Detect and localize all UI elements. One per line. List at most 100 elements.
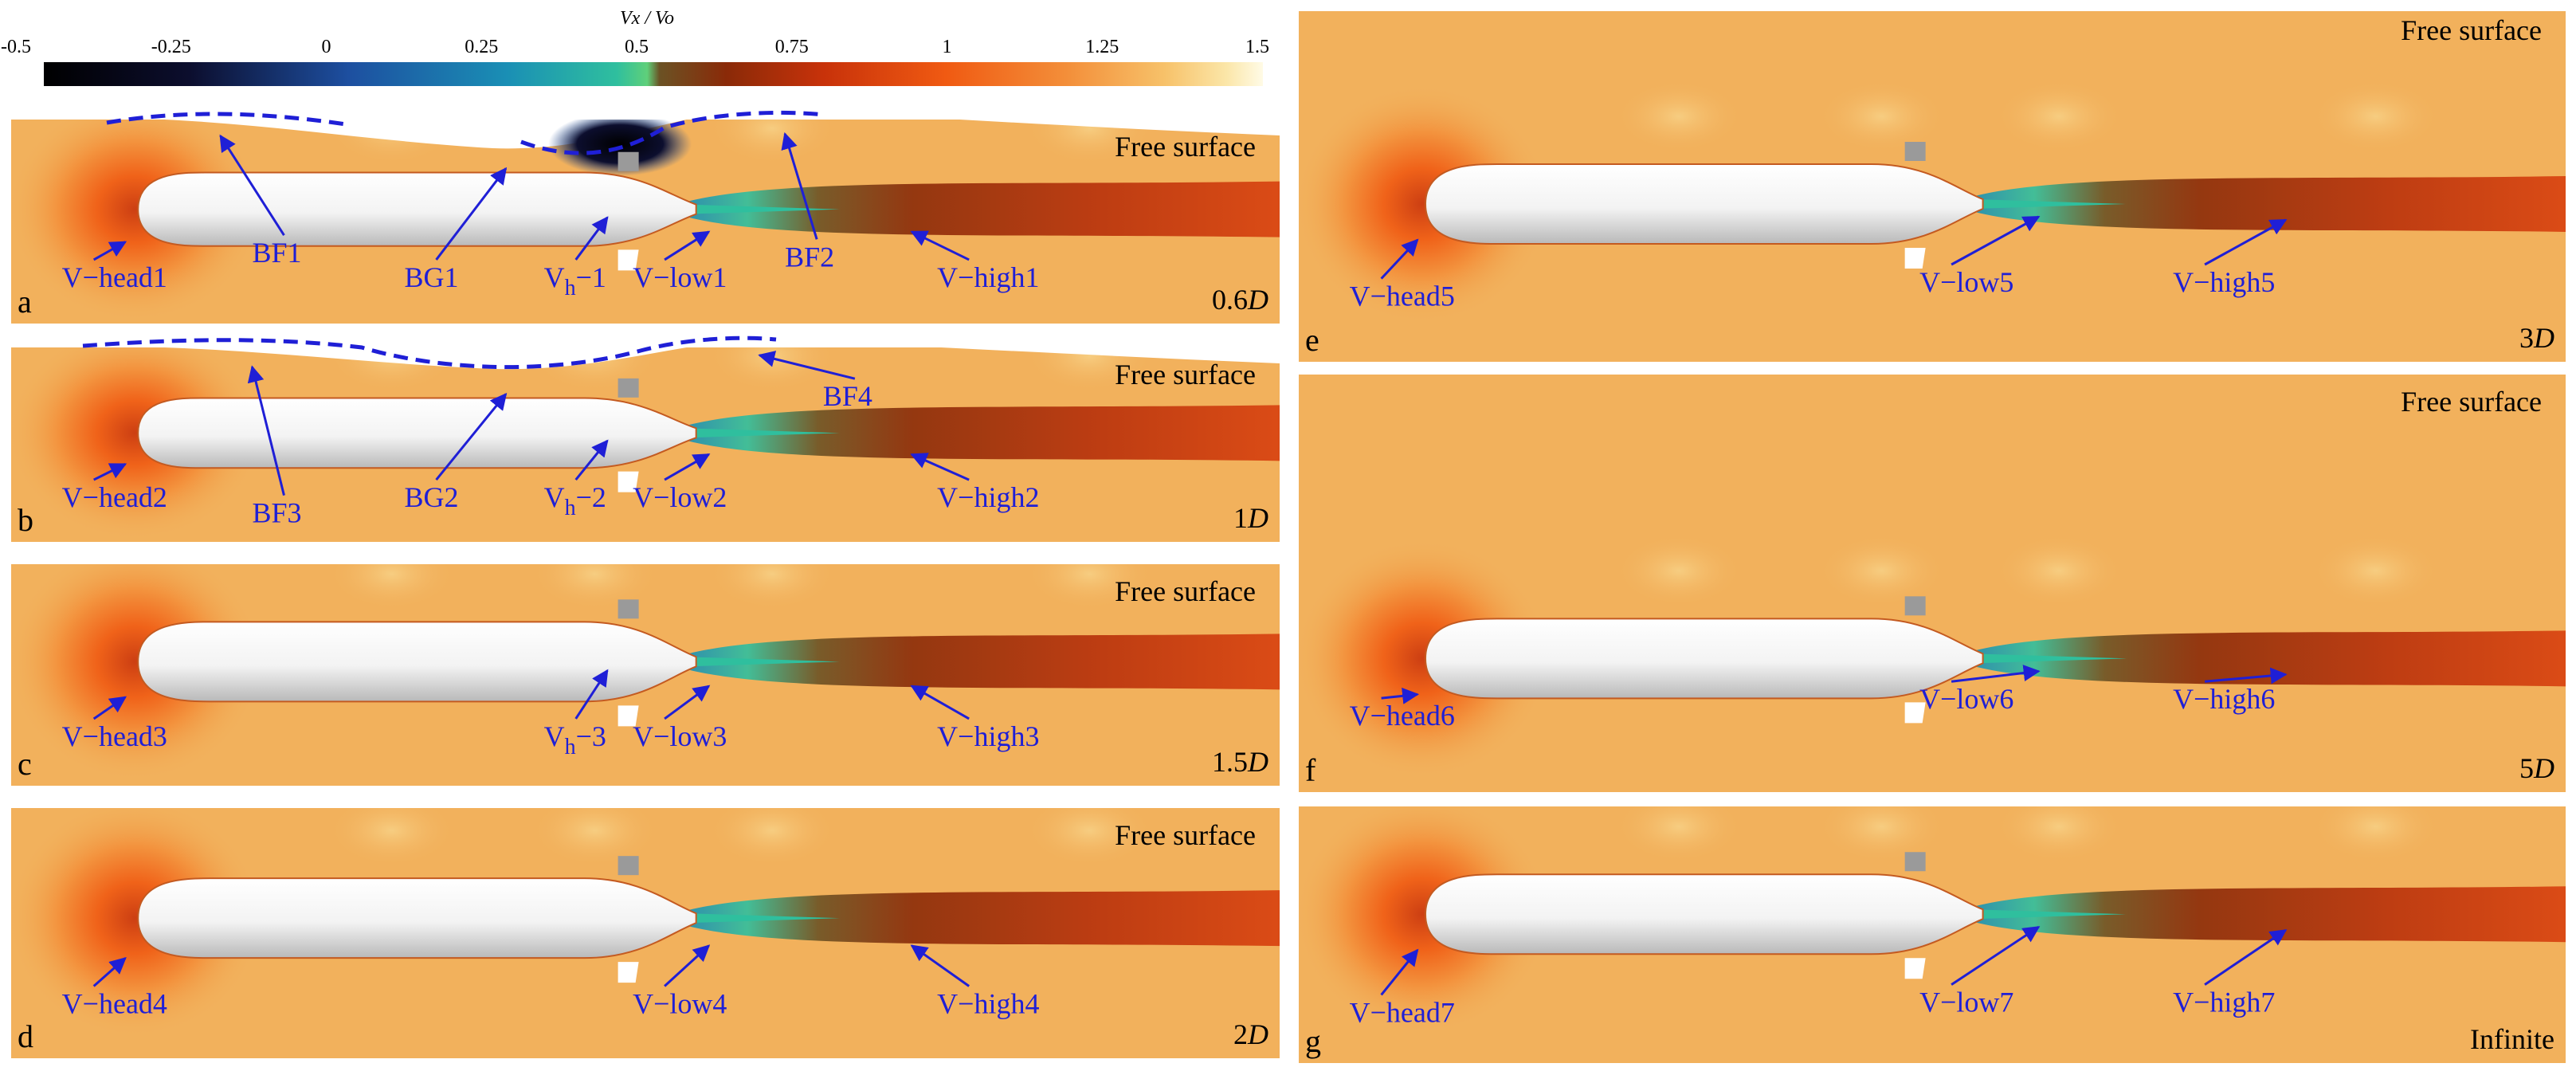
wake-region	[688, 181, 1280, 237]
annotation: V−head1	[62, 241, 167, 293]
wake-region	[688, 890, 1280, 947]
fin-bottom	[618, 471, 639, 492]
fin-top	[1904, 142, 1926, 161]
velocity-field	[1299, 375, 2566, 792]
annotation-label: V−head6	[1350, 700, 1455, 732]
annotation: V−high4	[910, 944, 1039, 1019]
annotation: V−head7	[1350, 948, 1455, 1028]
annotation-label: V−high7	[2173, 987, 2275, 1018]
annotation-arrow	[1951, 215, 2041, 266]
annotation-label: BG1	[405, 261, 459, 293]
free-surface-gap	[11, 347, 1280, 370]
panel-f: f 5D Free surface V−head6 V−low6 V−high6	[1299, 375, 2566, 792]
annotation-label: V−high3	[937, 720, 1039, 752]
colorbar-tick-label: 0.75	[775, 37, 809, 57]
free-surface-gap	[11, 120, 1280, 149]
annotation: V−high1	[910, 230, 1039, 293]
fin-bottom	[618, 962, 639, 983]
annotation-arrow	[574, 439, 609, 481]
panel-a: a 0.6D Free surface V−head1 BF1 BG1 Vh−1 V−low1…	[11, 110, 1280, 324]
annotation-label: V−head7	[1350, 996, 1455, 1028]
annotation-label: V−low3	[633, 720, 727, 752]
annotation: V−low1	[633, 230, 727, 293]
fin-bottom	[1904, 248, 1926, 269]
hull	[137, 151, 697, 271]
low-velocity-core	[1974, 909, 2127, 920]
low-velocity-core	[688, 657, 840, 667]
annotation-label: Vh−2	[544, 481, 606, 520]
low-velocity-core	[688, 913, 840, 924]
fin-top	[618, 378, 639, 398]
annotation: BG1	[405, 167, 508, 293]
annotation-arrow	[1381, 687, 1420, 704]
low-velocity-core	[1974, 653, 2127, 664]
low-velocity-core	[688, 428, 840, 438]
wake-region	[688, 405, 1280, 461]
annotation-arrow	[664, 685, 711, 720]
annotation-label: V−low2	[633, 481, 727, 513]
annotation-label: V−low6	[1919, 683, 2013, 715]
annotation: V−low2	[633, 453, 727, 513]
annotation: V−head6	[1350, 687, 1455, 732]
annotation: BG2	[405, 392, 508, 513]
annotation: V−low4	[633, 944, 727, 1019]
annotation-arrow	[664, 944, 711, 987]
colorbar-tick-label: 0.5	[625, 37, 649, 57]
annotation-arrow	[2204, 218, 2288, 266]
colorbar-tick-label: -0.5	[1, 37, 31, 57]
colorbar-tick-label: 1.25	[1085, 37, 1119, 57]
panel-letter: c	[18, 746, 32, 782]
fin-bottom	[618, 249, 639, 271]
annotation-arrow	[435, 167, 508, 261]
colorbar-tick-labels: -0.5 -0.25 0 0.25 0.5 0.75 1 1.25 1.5	[1, 37, 1269, 57]
annotation: Vh−1	[544, 216, 609, 300]
annotation-label: BF1	[252, 237, 301, 269]
free-surface-label: Free surface	[1115, 819, 1256, 851]
panel-letter: e	[1305, 322, 1319, 358]
hull	[137, 599, 697, 727]
depth-label: 0.6D	[1212, 284, 1268, 316]
annotation-arrow	[92, 241, 127, 261]
annotation-arrow	[1380, 238, 1419, 280]
annotation: V−low7	[1919, 925, 2041, 1018]
annotation: V−high3	[910, 685, 1039, 752]
depth-label: Infinite	[2470, 1023, 2554, 1055]
annotation-arrow	[664, 230, 711, 261]
annotation-arrow	[435, 392, 508, 481]
depth-label: 2D	[1233, 1018, 1268, 1050]
depth-label: 1D	[1233, 502, 1268, 534]
fin-bottom	[618, 705, 639, 727]
wake-region	[1974, 886, 2566, 943]
annotation: BF1	[219, 134, 302, 269]
annotation: V−head5	[1350, 238, 1455, 312]
annotation-arrow	[92, 957, 127, 987]
wake-region	[1974, 176, 2566, 232]
annotation-arrow	[574, 669, 609, 720]
annotation-arrow	[910, 685, 970, 720]
free-surface-label: Free surface	[1115, 359, 1256, 390]
annotation-arrow	[574, 216, 609, 261]
fin-top	[1904, 596, 1926, 616]
fin-top	[618, 599, 639, 619]
colorbar-gradient	[44, 62, 1263, 86]
low-velocity-core	[688, 204, 840, 214]
annotation-label: V−high6	[2173, 683, 2275, 715]
hull	[1424, 142, 1984, 269]
annotation-label: Vh−3	[544, 720, 606, 759]
hull	[1424, 596, 1984, 724]
colorbar-tick-label: 0.25	[465, 37, 498, 57]
annotation-label: V−low1	[633, 261, 727, 293]
annotation-label: V−high2	[937, 481, 1039, 513]
free-surface-label: Free surface	[1115, 131, 1256, 163]
panel-letter: d	[18, 1018, 33, 1054]
panel-letter: b	[18, 502, 33, 538]
colorbar-tick-label: 1.5	[1245, 37, 1269, 57]
annotation: Vh−3	[544, 669, 609, 759]
annotation-arrow	[2204, 928, 2288, 986]
annotation-label: V−head2	[62, 481, 167, 513]
panel-letter: f	[1305, 752, 1316, 788]
annotation-arrow	[219, 134, 285, 237]
annotation-label: V−head1	[62, 261, 167, 293]
colorbar-tick-label: 1	[943, 37, 952, 57]
